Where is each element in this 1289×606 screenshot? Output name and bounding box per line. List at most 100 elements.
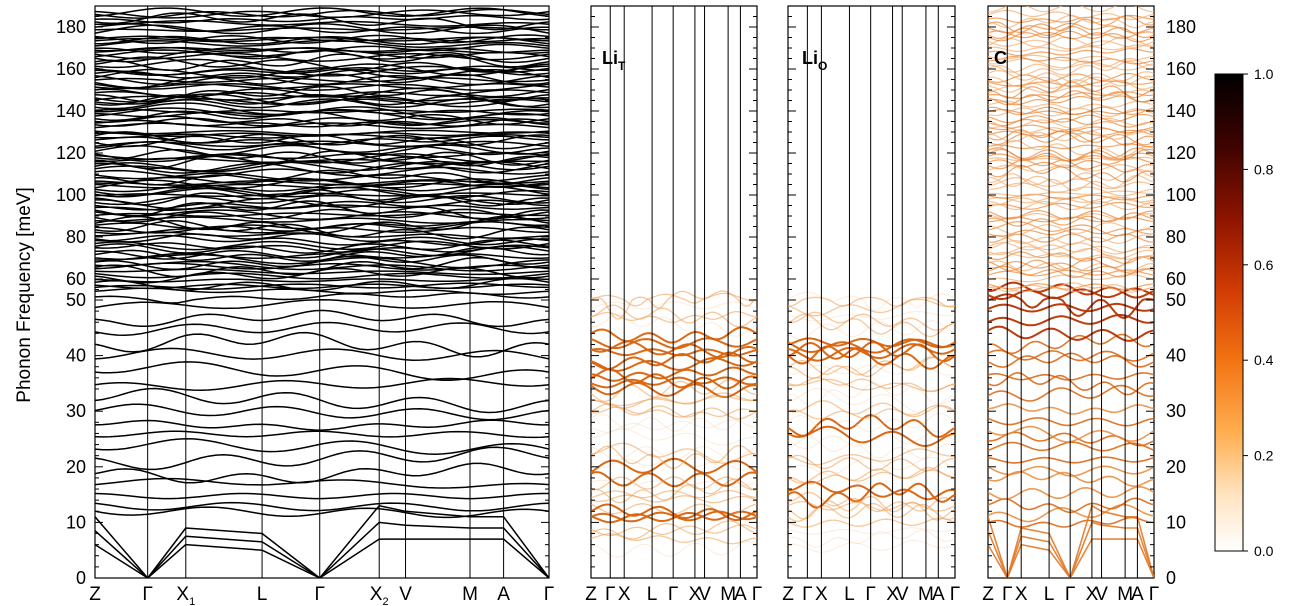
phonon-branch xyxy=(988,75,1154,88)
phonon-branch xyxy=(988,465,1154,477)
phonon-branch xyxy=(591,510,757,523)
phonon-branch xyxy=(988,325,1154,342)
k-point-label: Z xyxy=(585,584,597,605)
phonon-branch xyxy=(988,48,1154,57)
phonon-branch xyxy=(591,311,757,323)
phonon-branch xyxy=(95,131,549,146)
y-tick-label: 0 xyxy=(76,568,86,588)
phonon-branch xyxy=(788,313,955,338)
phonon-branch xyxy=(591,540,757,558)
k-point-label: L xyxy=(844,584,855,605)
phonon-branch xyxy=(788,527,955,535)
phonon-branch xyxy=(95,208,549,224)
phonon-branch xyxy=(591,471,757,488)
phonon-branch xyxy=(591,376,757,389)
y-tick-label: 10 xyxy=(66,512,86,532)
phonon-branch xyxy=(95,150,549,170)
phonon-branch xyxy=(788,500,955,512)
phonon-branch xyxy=(788,539,955,553)
phonon-branch xyxy=(788,364,955,376)
phonon-branch xyxy=(988,209,1154,220)
phonon-branch xyxy=(95,387,549,414)
phonon-branch xyxy=(95,169,549,186)
phonon-branch xyxy=(988,372,1154,381)
phonon-branch xyxy=(988,456,1154,464)
k-point-label: A xyxy=(497,584,510,605)
phonon-branch xyxy=(591,413,757,432)
phonon-branch xyxy=(988,234,1154,246)
k-point-label: A xyxy=(1131,584,1144,605)
phonon-branch xyxy=(95,152,549,164)
acoustic-branch xyxy=(95,538,549,578)
y-tick-label-right: 180 xyxy=(1166,17,1196,37)
phonon-branch xyxy=(988,196,1154,206)
k-point-label: Γ xyxy=(605,584,615,605)
lio-projected-panel: Z Γ X L Γ XV MA Γ xyxy=(782,5,960,605)
phonon-branch xyxy=(95,242,549,253)
phonon-branch xyxy=(591,292,757,307)
phonon-branch xyxy=(988,117,1154,130)
phonon-branch xyxy=(788,320,955,340)
phonon-branch xyxy=(988,384,1154,402)
phonon-branch xyxy=(95,77,549,83)
y-tick-label: 60 xyxy=(66,269,86,289)
phonon-branch xyxy=(95,195,549,210)
phonon-branch xyxy=(95,211,549,218)
k-point-label: X xyxy=(618,584,631,605)
y-tick-label-right: 0 xyxy=(1166,568,1176,588)
phonon-branch xyxy=(95,437,549,455)
k-point-label: M xyxy=(462,584,478,605)
k-point-label: X xyxy=(815,584,828,605)
phonon-branch xyxy=(788,503,955,522)
phonon-branch xyxy=(988,39,1154,50)
phonon-branch xyxy=(988,100,1154,110)
phonon-branch xyxy=(95,256,549,278)
phonon-branch xyxy=(95,7,549,18)
y-tick-label-right: 100 xyxy=(1166,185,1196,205)
acoustic-branch xyxy=(95,521,549,578)
phonon-branch xyxy=(988,91,1154,99)
phonon-branch xyxy=(988,147,1154,161)
phonon-branch xyxy=(95,129,549,136)
phonon-branch xyxy=(988,260,1154,273)
phonon-branch xyxy=(95,277,549,283)
k-point-label: V xyxy=(698,584,711,605)
phonon-branch xyxy=(95,477,549,489)
phonon-branch xyxy=(988,269,1154,277)
phonon-branch xyxy=(988,282,1154,293)
y-tick-label-right: 80 xyxy=(1166,227,1186,247)
phonon-branch xyxy=(988,286,1154,293)
k-point-label: Z xyxy=(89,584,101,605)
phonon-branch xyxy=(95,462,549,484)
k-point-label: Z xyxy=(782,584,794,605)
k-point-label: V xyxy=(1095,584,1108,605)
k-point-label: V xyxy=(399,584,412,605)
phonon-branch xyxy=(95,14,549,24)
phonon-branch xyxy=(95,347,549,361)
phonon-branch xyxy=(988,222,1154,236)
phonon-branch xyxy=(988,126,1154,135)
phonon-branch xyxy=(988,159,1154,173)
phonon-branch xyxy=(95,9,549,19)
phonon-branch xyxy=(788,387,955,413)
phonon-branch xyxy=(95,252,549,269)
phonon-branch xyxy=(788,296,955,308)
phonon-branch xyxy=(788,311,955,331)
k-point-label: M xyxy=(1117,584,1133,605)
colorbar-tick-label: 0.8 xyxy=(1254,161,1274,177)
phonon-branch xyxy=(95,246,549,263)
acoustic-branch xyxy=(988,521,1154,578)
band-lines xyxy=(591,290,757,558)
phonon-branch xyxy=(988,190,1154,197)
acoustic-branch xyxy=(95,504,549,578)
phonon-branch xyxy=(788,425,955,448)
phonon-branch xyxy=(788,311,955,322)
phonon-branch xyxy=(95,283,549,290)
y-tick-label-right: 30 xyxy=(1166,401,1186,421)
phonon-branch xyxy=(788,356,955,379)
phonon-branch xyxy=(988,79,1154,93)
phonon-branch xyxy=(591,494,757,504)
